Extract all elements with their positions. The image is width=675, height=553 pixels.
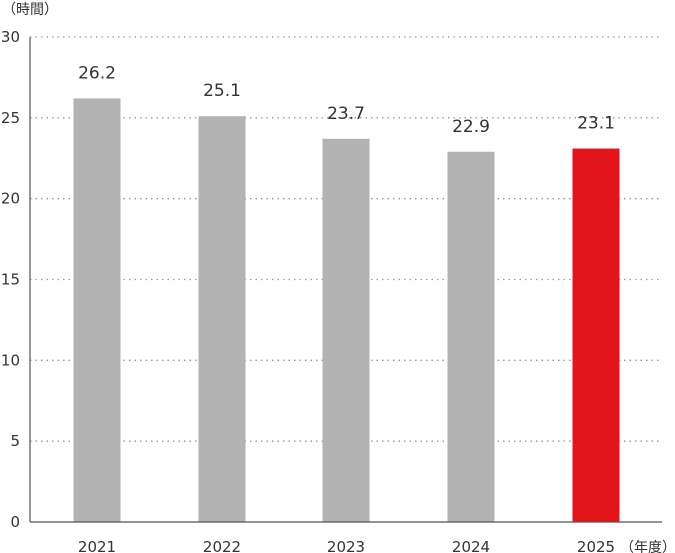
bar-2025	[572, 148, 620, 523]
y-tick-label: 25	[1, 109, 20, 127]
gridlines	[30, 36, 662, 442]
data-label-2022: 25.1	[203, 81, 241, 101]
y-tick-label: 30	[1, 28, 20, 46]
y-tick-label: 20	[1, 190, 20, 208]
x-tick-label-2023: 2023	[327, 538, 365, 553]
bar-2021	[73, 98, 121, 522]
data-label-2021: 26.2	[78, 63, 116, 83]
data-label-2023: 23.7	[327, 104, 365, 124]
data-label-2024: 22.9	[452, 117, 490, 137]
y-tick-label: 5	[10, 432, 20, 450]
y-tick-label: 15	[1, 271, 20, 289]
bars	[73, 98, 620, 523]
x-tick-label-2024: 2024	[452, 538, 490, 553]
x-axis-ticks: 2021 2022 2023 2024 2025	[78, 538, 615, 553]
y-axis-title: （時間）	[2, 2, 58, 18]
bar-2024	[447, 151, 495, 523]
x-tick-label-2025: 2025	[577, 538, 615, 553]
x-tick-label-2021: 2021	[78, 538, 116, 553]
x-tick-label-2022: 2022	[203, 538, 241, 553]
y-axis-ticks: 0 5 10 15 20 25 30	[1, 28, 20, 531]
y-tick-label: 0	[10, 513, 20, 531]
bar-2022	[198, 116, 246, 522]
data-labels: 26.2 25.1 23.7 22.9 23.1	[78, 63, 615, 136]
y-tick-label: 10	[1, 351, 20, 369]
data-label-2025: 23.1	[577, 114, 615, 134]
bar-2023	[322, 138, 370, 522]
x-axis-title: （年度）	[620, 540, 675, 553]
